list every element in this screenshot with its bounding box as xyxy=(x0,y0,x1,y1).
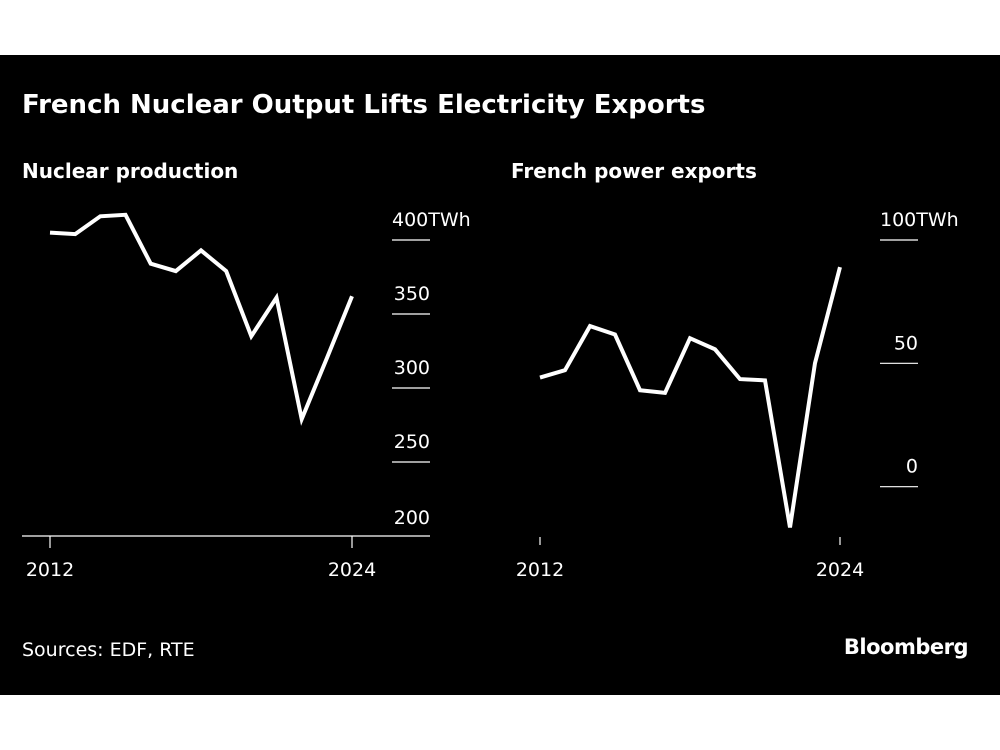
y-tick-label: 250 xyxy=(394,431,430,453)
y-tick-label: 400TWh xyxy=(392,209,471,231)
chart-panel xyxy=(0,55,1000,695)
left-chart-title: Nuclear production xyxy=(22,159,238,183)
bloomberg-logo: Bloomberg xyxy=(844,635,968,659)
x-tick-label: 2012 xyxy=(26,559,74,581)
series-line xyxy=(539,266,842,528)
y-tick-label: 200 xyxy=(394,507,430,529)
left-chart: 200 250 300 350 400TWh 2012 2024 xyxy=(22,209,471,581)
chart-title: French Nuclear Output Lifts Electricity … xyxy=(22,90,705,120)
x-tick-label: 2024 xyxy=(328,559,376,581)
right-chart-title: French power exports xyxy=(511,159,757,183)
source-note: Sources: EDF, RTE xyxy=(22,639,195,661)
right-chart: 0 50 100TWh 2012 2024 xyxy=(516,209,959,581)
y-tick-label: 300 xyxy=(394,357,430,379)
y-tick-label: 100TWh xyxy=(880,209,959,231)
y-tick-label: 0 xyxy=(906,456,918,478)
x-tick-label: 2012 xyxy=(516,559,564,581)
y-tick-label: 50 xyxy=(894,332,918,354)
y-tick-label: 350 xyxy=(394,283,430,305)
series-line xyxy=(49,212,354,426)
x-tick-label: 2024 xyxy=(816,559,864,581)
